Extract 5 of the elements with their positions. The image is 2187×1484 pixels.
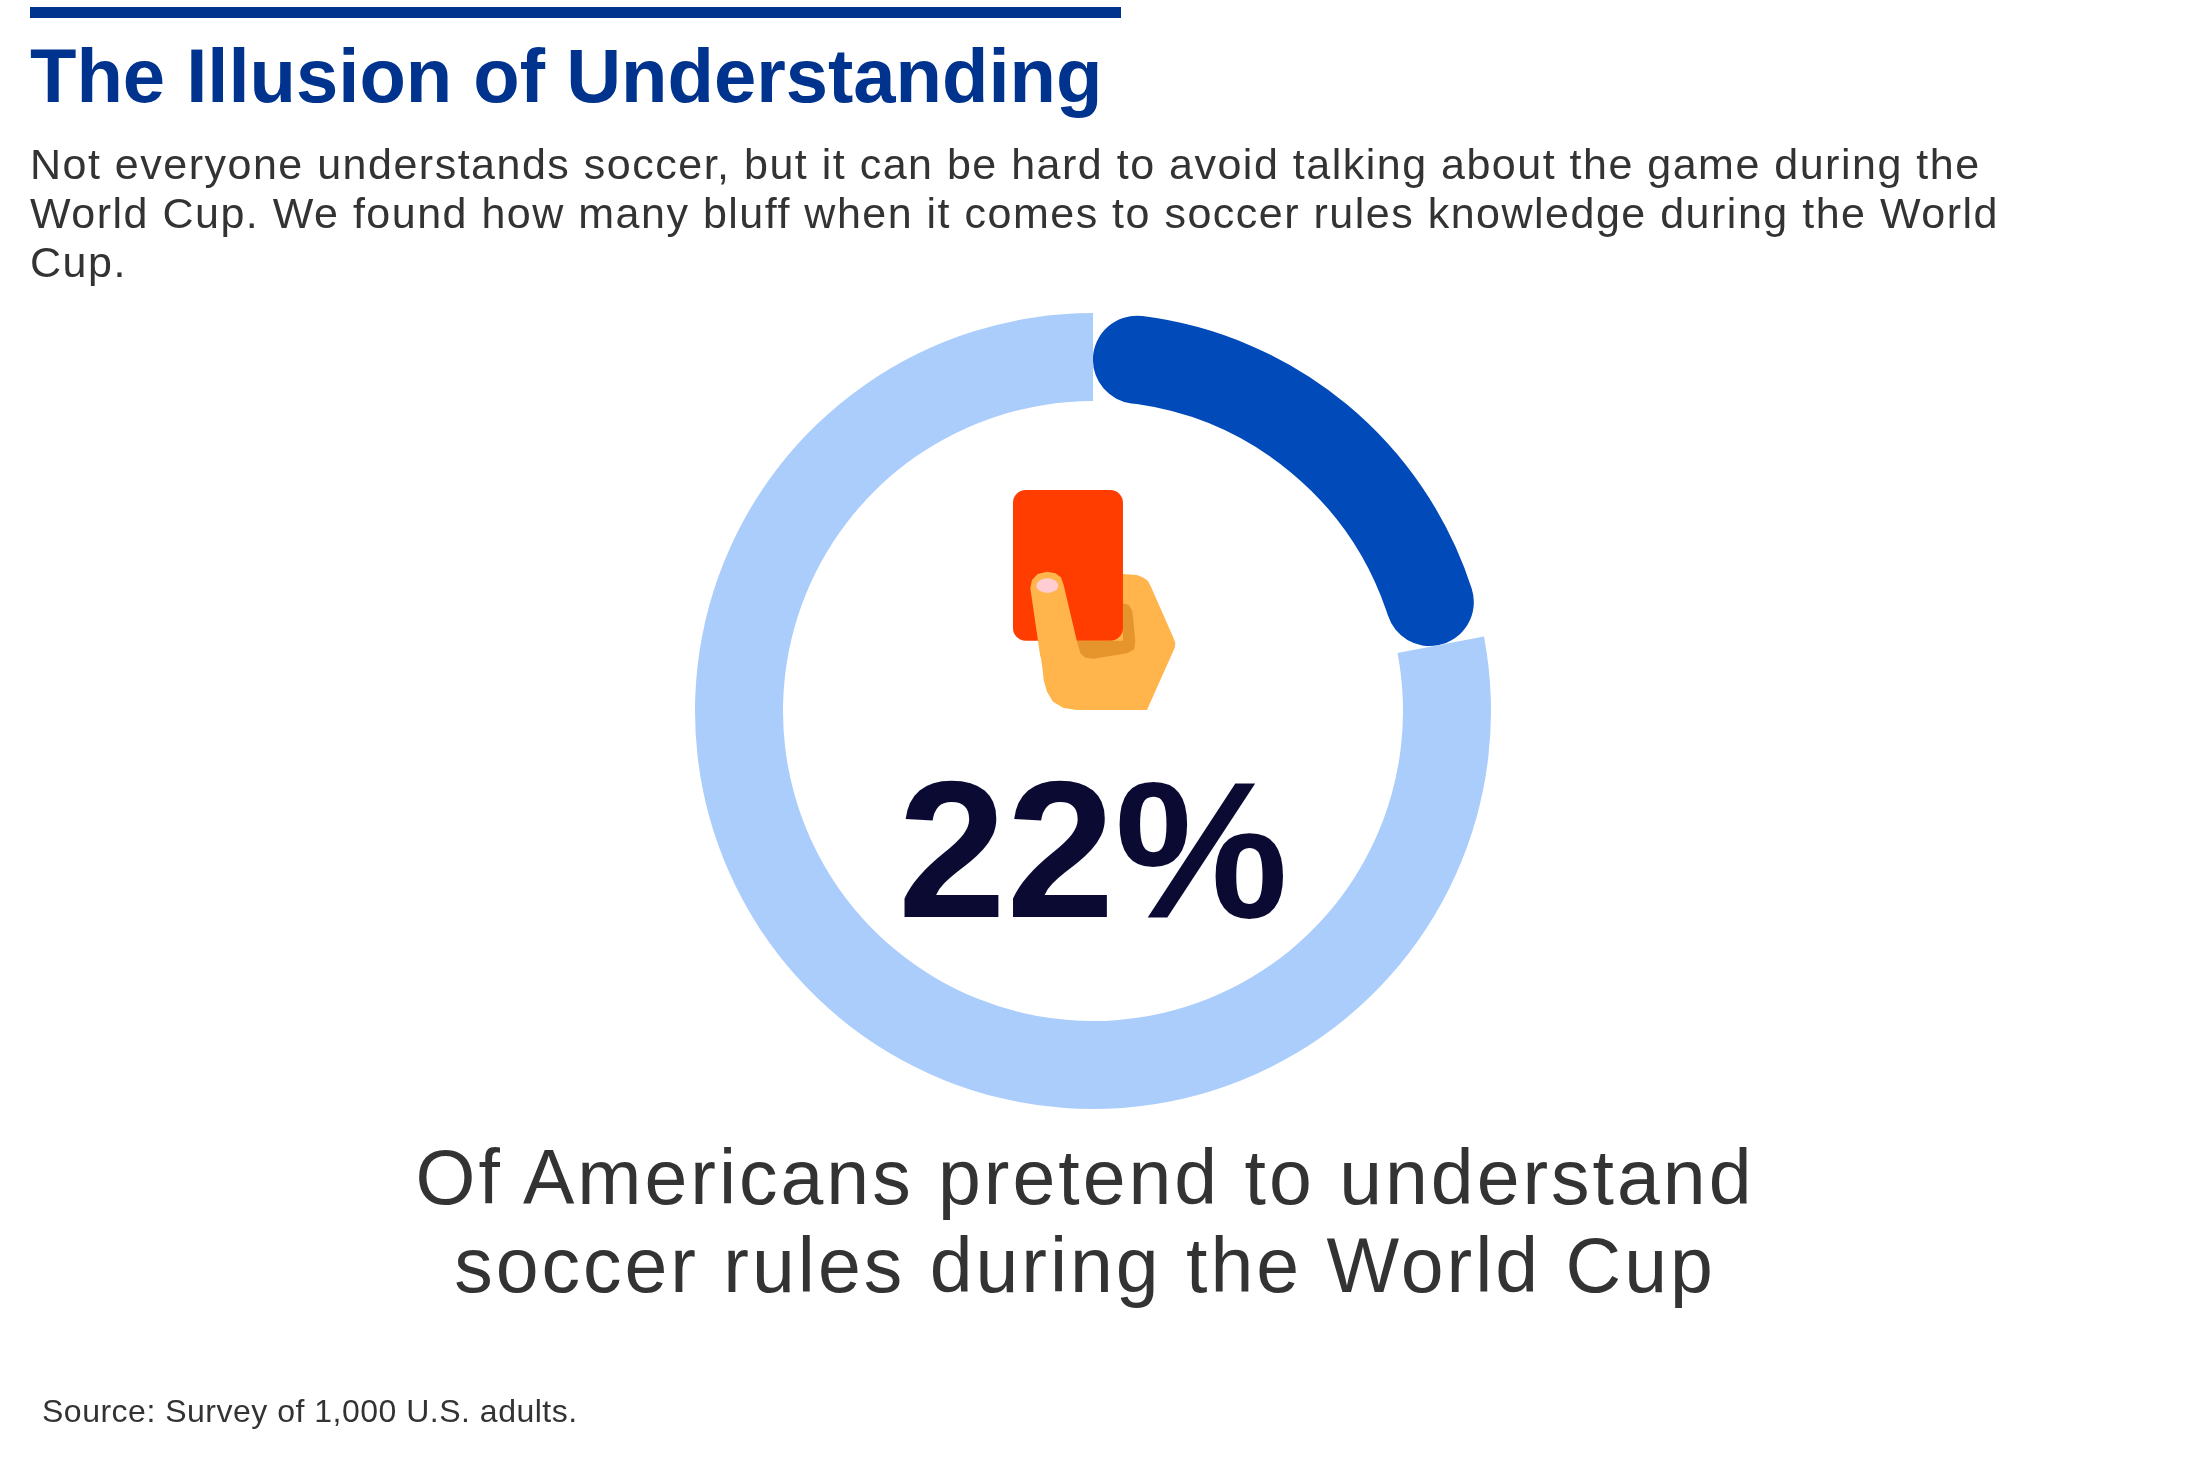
chart-title: The Illusion of Understanding: [30, 33, 1103, 118]
text: 22%: [896, 740, 1290, 958]
source-note: Source: Survey of 1,000 U.S. adults.: [42, 1393, 578, 1430]
text: Of Americans pretend to understand soccer rules during the World Cup: [414, 1133, 1756, 1309]
chart-subtitle: Not everyone understands soccer, but it can be hard to avoid talking about the game during the World Cup. We found how many bluff when it comes to soccer rules knowledge during the World Cup.: [30, 140, 2000, 287]
